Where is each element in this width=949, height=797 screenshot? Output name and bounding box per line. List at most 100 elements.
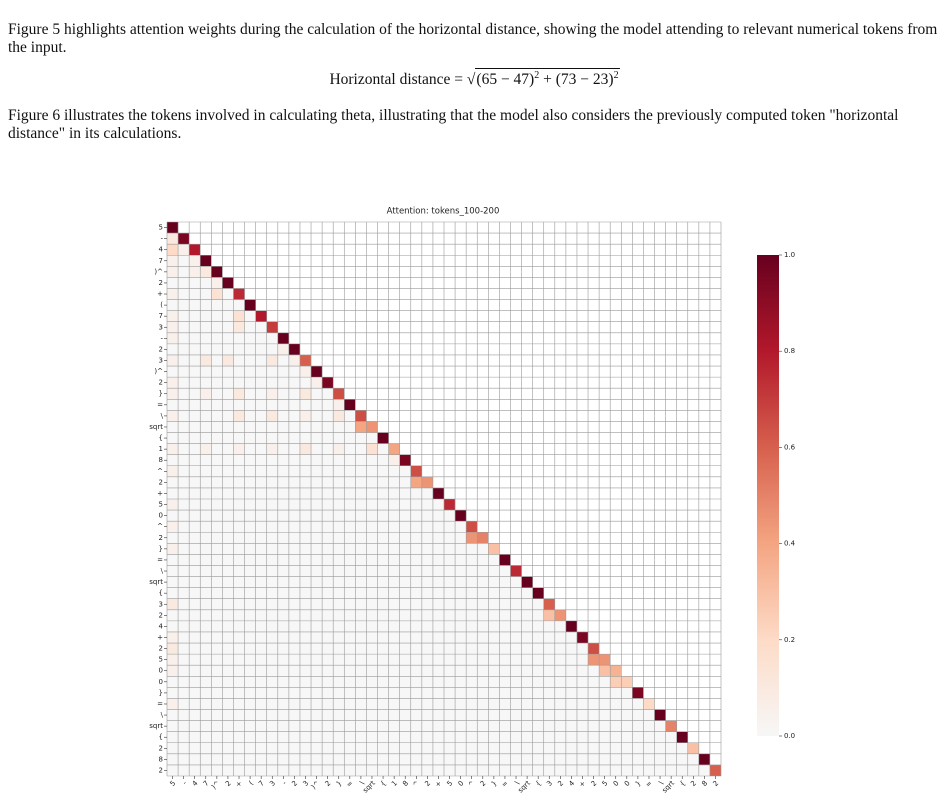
heatmap-cell xyxy=(255,654,267,666)
heatmap-cell xyxy=(366,521,378,533)
heatmap-cell xyxy=(222,321,234,333)
y-tick-label: 2 xyxy=(159,345,163,353)
heatmap-cell xyxy=(421,764,433,776)
heatmap-cell xyxy=(299,532,312,544)
heatmap-cell xyxy=(244,366,256,378)
heatmap-cell xyxy=(488,665,500,677)
heatmap-cell xyxy=(499,587,511,599)
heatmap-cell xyxy=(610,764,622,776)
heatmap-cell xyxy=(388,643,400,655)
heatmap-cell xyxy=(178,643,190,655)
heatmap-cell xyxy=(178,709,190,721)
heatmap-cell xyxy=(344,731,356,743)
heatmap-cell xyxy=(499,643,511,655)
y-tick-label: 2 xyxy=(159,744,163,752)
heatmap-cell xyxy=(322,753,334,765)
heatmap-cell xyxy=(167,421,179,433)
heatmap-cell xyxy=(444,643,456,655)
heatmap-cell xyxy=(432,731,444,743)
heatmap-cell xyxy=(554,643,566,655)
heatmap-cell xyxy=(277,410,289,422)
heatmap-cell xyxy=(233,410,245,422)
heatmap-cell xyxy=(477,631,489,644)
heatmap-cell xyxy=(211,399,223,411)
heatmap-cell xyxy=(576,709,589,721)
heatmap-cell xyxy=(200,510,212,522)
heatmap-cell xyxy=(466,709,478,721)
heatmap-cell xyxy=(189,288,201,300)
heatmap-cell xyxy=(233,299,245,311)
heatmap-cell xyxy=(266,388,278,400)
y-tick-label: \ xyxy=(161,711,164,719)
heatmap-cell xyxy=(167,609,179,621)
exponent: 2 xyxy=(534,70,540,81)
heatmap-cell xyxy=(344,510,356,522)
heatmap-cell xyxy=(233,343,245,355)
heatmap-cell xyxy=(687,764,699,776)
heatmap-cell xyxy=(167,299,179,311)
heatmap-cell xyxy=(189,476,201,488)
heatmap-cell xyxy=(554,709,566,721)
heatmap-cell xyxy=(244,753,256,765)
heatmap-cell xyxy=(455,764,467,776)
heatmap-cell xyxy=(266,554,278,566)
heatmap-cell xyxy=(311,432,323,444)
heatmap-cell xyxy=(167,731,179,743)
heatmap-cell xyxy=(288,510,300,522)
heatmap-cell xyxy=(211,742,223,754)
heatmap-cell xyxy=(521,742,533,754)
heatmap-cell xyxy=(466,609,478,621)
heatmap-cell xyxy=(322,665,334,677)
heatmap-cell xyxy=(565,742,577,754)
heatmap-cell xyxy=(421,554,433,566)
heatmap-cell xyxy=(322,399,334,411)
heatmap-cell xyxy=(377,665,389,677)
heatmap-cell xyxy=(377,709,389,721)
heatmap-cell xyxy=(599,665,611,677)
heatmap-cell xyxy=(621,709,633,721)
heatmap-cell xyxy=(200,321,212,333)
heatmap-cell xyxy=(455,521,467,533)
heatmap-cell xyxy=(333,432,345,444)
heatmap-cell xyxy=(189,454,201,466)
heatmap-cell xyxy=(488,764,500,776)
heatmap-cell xyxy=(554,731,566,743)
heatmap-cell xyxy=(399,565,411,577)
heatmap-cell xyxy=(399,510,411,522)
heatmap-cell xyxy=(255,764,267,776)
heatmap-cell xyxy=(344,709,356,721)
heatmap-cell xyxy=(355,698,367,710)
heatmap-cell xyxy=(167,410,179,422)
heatmap-cell xyxy=(277,476,289,488)
heatmap-cell xyxy=(388,554,400,566)
heatmap-cell xyxy=(189,720,201,732)
heatmap-cell xyxy=(554,742,566,754)
heatmap-cell xyxy=(311,510,323,522)
heatmap-cell xyxy=(211,609,223,621)
heatmap-cell xyxy=(410,543,422,555)
x-tick-label: 2 xyxy=(423,779,432,788)
heatmap-cell xyxy=(388,476,400,488)
heatmap-cell xyxy=(211,665,223,677)
heatmap-cell xyxy=(277,554,289,566)
heatmap-cell xyxy=(222,587,234,599)
heatmap-cell xyxy=(466,532,478,544)
heatmap-cell xyxy=(455,687,467,699)
heatmap-cell xyxy=(698,753,710,765)
heatmap-cell xyxy=(355,609,367,621)
y-tick-label: 2 xyxy=(159,534,163,542)
heatmap-cell xyxy=(355,410,367,422)
heatmap-cell xyxy=(444,731,456,743)
heatmap-cell xyxy=(277,343,289,355)
heatmap-cell xyxy=(255,465,267,477)
heatmap-cell xyxy=(410,731,422,743)
heatmap-cell xyxy=(421,510,433,522)
heatmap-cell xyxy=(588,720,600,732)
term: (65 − 47) xyxy=(476,71,535,89)
heatmap-cell xyxy=(200,698,212,710)
heatmap-cell xyxy=(698,764,710,776)
heatmap-cell xyxy=(322,709,334,721)
heatmap-cell xyxy=(466,521,478,533)
heatmap-cell xyxy=(388,454,400,466)
heatmap-cell xyxy=(311,643,323,655)
